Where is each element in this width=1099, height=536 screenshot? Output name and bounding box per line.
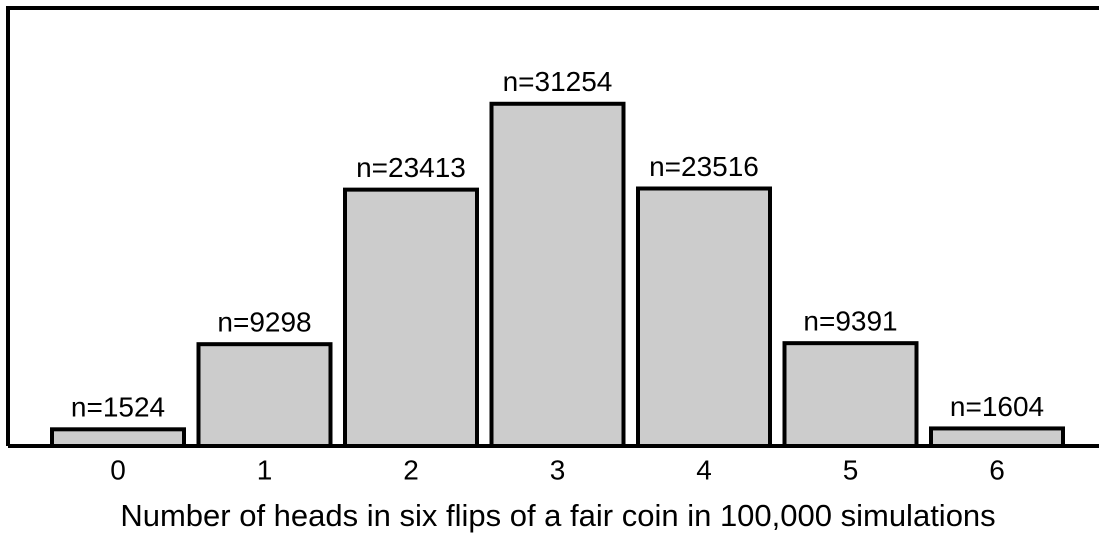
x-tick-label: 1 [257, 454, 273, 485]
x-tick-label: 5 [843, 454, 859, 485]
value-label: n=31254 [503, 66, 613, 97]
bar [50, 427, 186, 448]
bar [343, 187, 479, 448]
x-tick-label: 3 [550, 454, 566, 485]
bar [782, 341, 919, 448]
value-label: n=9391 [803, 306, 897, 337]
value-label: n=1524 [71, 392, 165, 423]
value-label: n=9298 [217, 307, 311, 338]
bar [636, 186, 772, 449]
x-tick-label: 6 [989, 454, 1005, 485]
bar [196, 342, 333, 448]
bar [489, 101, 626, 448]
x-axis-label: Number of heads in six flips of a fair c… [120, 498, 995, 533]
bar [929, 426, 1065, 448]
x-tick-label: 0 [110, 454, 126, 485]
value-label: n=1604 [950, 391, 1044, 422]
value-label: n=23516 [649, 151, 759, 182]
value-label: n=23413 [356, 152, 466, 183]
x-tick-label: 4 [696, 454, 712, 485]
x-tick-label: 2 [403, 454, 419, 485]
